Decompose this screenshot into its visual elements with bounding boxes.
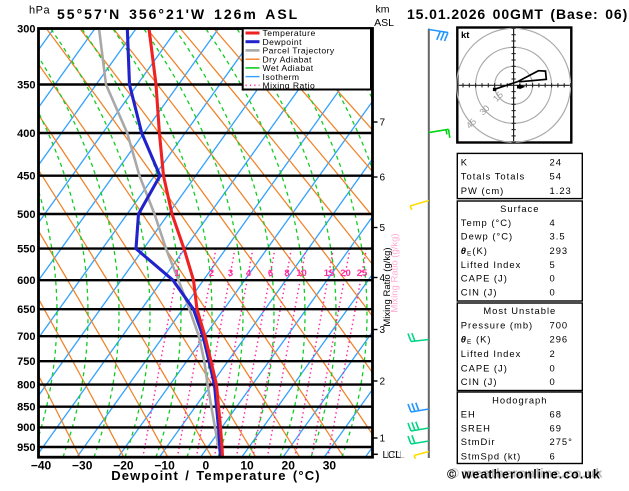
svg-text:15.01.2026 00GMT (Base: 06): 15.01.2026 00GMT (Base: 06) [407,6,628,22]
svg-text:kt: kt [461,30,470,41]
svg-text:© weatheronline.co.uk: © weatheronline.co.uk [450,467,604,481]
svg-text:hPa: hPa [29,5,50,17]
svg-text:2: 2 [209,268,214,279]
svg-text:750: 750 [17,356,35,368]
svg-text:275°: 275° [550,436,573,447]
svg-text:900: 900 [17,422,35,434]
svg-text:Dewp (°C): Dewp (°C) [461,231,513,242]
svg-text:20: 20 [282,459,296,473]
svg-text:SREH: SREH [461,423,491,434]
svg-text:Hodograph: Hodograph [492,395,547,406]
svg-text:StmDir: StmDir [461,436,496,447]
svg-text:3: 3 [380,325,386,336]
svg-text:2: 2 [550,348,556,359]
svg-text:850: 850 [17,402,35,414]
svg-text:Dewpoint: Dewpoint [263,37,303,47]
svg-text:950: 950 [17,442,35,454]
svg-text:6: 6 [268,268,273,279]
svg-text:15: 15 [324,268,335,279]
svg-text:Temperature: Temperature [263,28,316,38]
svg-text:Totals Totals: Totals Totals [461,171,525,182]
svg-text:Temp (°C): Temp (°C) [461,217,512,228]
svg-text:30: 30 [323,459,337,473]
svg-text:550: 550 [17,243,35,255]
svg-text:10: 10 [296,268,307,279]
svg-text:CIN (J): CIN (J) [461,287,498,298]
svg-text:8: 8 [284,268,289,279]
svg-text:350: 350 [17,79,35,91]
svg-text:0: 0 [550,273,556,284]
svg-text:K: K [461,156,468,167]
svg-text:StmSpd (kt): StmSpd (kt) [461,450,522,461]
svg-text:Mixing Ratio: Mixing Ratio [263,81,316,91]
svg-text:EH: EH [461,408,476,419]
svg-text:3: 3 [228,268,233,279]
svg-text:500: 500 [17,209,35,221]
svg-text:−40: −40 [31,459,52,473]
svg-text:293: 293 [550,245,569,256]
svg-text:CAPE (J): CAPE (J) [461,362,508,373]
svg-text:55°57'N 356°21'W 126m ASL: 55°57'N 356°21'W 126m ASL [57,6,299,22]
svg-text:4: 4 [380,273,386,284]
svg-text:2: 2 [380,377,386,388]
svg-text:54: 54 [550,171,562,182]
svg-text:1.23: 1.23 [550,185,572,196]
svg-text:Dry Adiabat: Dry Adiabat [263,54,313,64]
svg-text:−30: −30 [72,459,93,473]
svg-text:Most Unstable: Most Unstable [483,305,556,316]
svg-text:20: 20 [340,268,351,279]
svg-text:km: km [376,3,390,15]
svg-text:Mixing Ratio (g/kg): Mixing Ratio (g/kg) [382,247,393,326]
svg-text:600: 600 [17,275,35,287]
svg-text:LCL: LCL [387,450,406,461]
svg-text:Lifted Index: Lifted Index [461,348,521,359]
svg-text:700: 700 [17,331,35,343]
svg-text:1: 1 [380,434,386,445]
svg-text:4: 4 [246,268,252,279]
svg-text:400: 400 [17,128,35,140]
svg-text:Dewpoint / Temperature (°C): Dewpoint / Temperature (°C) [111,468,321,483]
svg-text:−10: −10 [154,459,175,473]
svg-text:69: 69 [550,423,562,434]
svg-text:45: 45 [464,116,478,130]
svg-text:0: 0 [550,376,556,387]
svg-text:5: 5 [550,259,556,270]
svg-text:5: 5 [380,223,386,234]
svg-text:Mixing Ratio (g/kg): Mixing Ratio (g/kg) [390,233,401,312]
svg-text:1: 1 [174,268,180,279]
svg-text:6: 6 [550,450,556,461]
svg-text:Lifted Index: Lifted Index [461,259,521,270]
svg-text:−20: −20 [113,459,134,473]
svg-text:0: 0 [550,287,556,298]
svg-text:700: 700 [550,320,569,331]
svg-text:6: 6 [380,173,386,184]
svg-text:Surface: Surface [500,203,539,214]
svg-text:800: 800 [17,379,35,391]
svg-text:24: 24 [550,156,562,167]
svg-text:0: 0 [202,459,209,473]
svg-text:300: 300 [17,23,35,35]
svg-text:ASL: ASL [374,17,394,29]
svg-text:LCL: LCL [383,450,402,461]
svg-text:10: 10 [240,459,254,473]
svg-text:7: 7 [380,118,386,129]
svg-text:650: 650 [17,304,35,316]
svg-text:296: 296 [550,333,569,344]
svg-text:© weatheronline.co.uk: © weatheronline.co.uk [447,468,601,482]
svg-text:CAPE (J): CAPE (J) [461,273,508,284]
svg-text:PW (cm): PW (cm) [461,185,504,196]
svg-text:25: 25 [357,268,368,279]
svg-text:θE(K): θE(K) [461,245,488,258]
svg-text:Parcel Trajectory: Parcel Trajectory [263,46,335,56]
svg-text:0: 0 [550,362,556,373]
svg-text:CIN (J): CIN (J) [461,376,498,387]
svg-text:68: 68 [550,408,562,419]
svg-text:450: 450 [17,171,35,183]
svg-text:Wet Adiabat: Wet Adiabat [263,63,314,73]
svg-text:3.5: 3.5 [550,231,566,242]
svg-text:θE (K): θE (K) [461,333,492,346]
svg-text:Pressure (mb): Pressure (mb) [461,320,533,331]
svg-text:Isotherm: Isotherm [263,72,300,82]
svg-text:4: 4 [550,217,556,228]
